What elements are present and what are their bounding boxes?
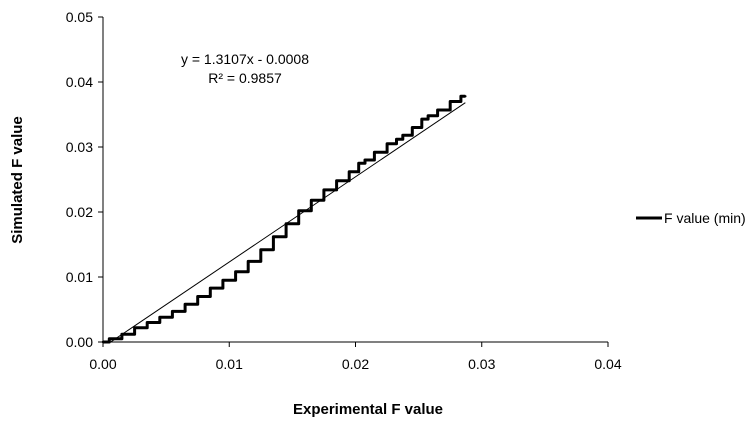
y-tick-label: 0.01 [66,269,93,285]
data-point [291,222,294,225]
x-tick-label: 0.04 [594,356,621,372]
y-tick-label: 0.00 [66,334,93,350]
x-axis-ticks: 0.00 0.01 0.02 0.03 0.04 [89,342,622,372]
data-point [442,108,446,112]
data-point [253,260,256,263]
data-point [341,179,345,182]
data-point [430,114,433,118]
axes [102,17,608,343]
x-axis-title: Experimental F value [293,401,443,418]
x-tick-label: 0.03 [468,356,495,372]
y-tick-label: 0.03 [66,139,93,155]
r-squared-label: R² = 0.9857 [208,70,282,86]
data-point [265,248,269,251]
data-point [240,270,244,273]
data-point [392,142,395,145]
data-point [360,162,364,165]
data-point [464,95,467,98]
x-tick-label: 0.02 [342,356,369,372]
data-point [278,235,281,238]
data-point [379,151,382,154]
plot-lines [101,94,467,344]
y-tick-label: 0.02 [66,204,93,220]
data-point [152,321,155,324]
data-point [404,134,408,137]
data-point [139,326,143,329]
data-point [423,117,427,121]
data-point [177,310,180,313]
y-tick-label: 0.05 [66,9,93,25]
data-point [303,209,307,212]
data-point [417,126,420,129]
legend: F value (min) [636,210,746,226]
data-point [366,158,370,162]
x-tick-label: 0.01 [216,356,243,372]
data-point [101,340,105,344]
data-point [215,286,218,290]
y-axis-ticks: 0.00 0.01 0.02 0.03 0.04 0.05 [66,9,103,350]
data-point [354,170,357,173]
data-point [398,138,401,141]
series-line-f-value-min [103,94,466,344]
y-tick-label: 0.04 [66,74,93,90]
data-point [164,316,168,319]
x-tick-label: 0.00 [89,356,116,372]
data-point [202,295,206,298]
data-point [455,100,458,103]
legend-label: F value (min) [664,210,746,226]
data-point [127,333,130,336]
data-point [316,199,319,202]
data-point [329,188,332,192]
data-point [228,279,231,282]
data-point [114,337,117,340]
regression-equation: y = 1.3107x - 0.0008 [181,51,309,67]
data-point [190,303,193,306]
y-axis-title: Simulated F value [9,116,26,244]
